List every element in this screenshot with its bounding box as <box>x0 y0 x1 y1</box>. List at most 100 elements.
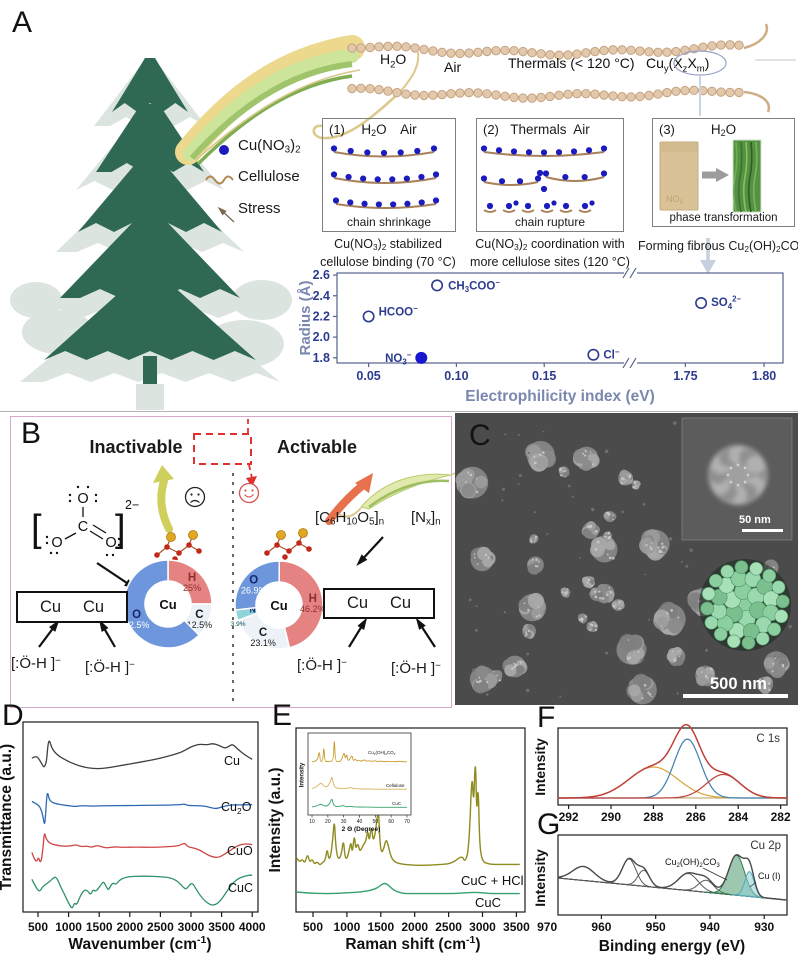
cu-label: Cu <box>346 594 369 612</box>
svg-text:2−: 2− <box>125 498 139 512</box>
svg-text:25%: 25% <box>183 583 201 593</box>
svg-text:12.5%: 12.5% <box>187 620 213 630</box>
svg-text:284: 284 <box>728 810 748 824</box>
svg-text:2500: 2500 <box>147 920 174 934</box>
svg-text:SO42−: SO42− <box>711 295 741 311</box>
svg-text:Cellulose: Cellulose <box>386 783 405 788</box>
svg-text:Raman shift (cm-1): Raman shift (cm-1) <box>345 934 480 953</box>
step-2-header: Thermals Air <box>510 122 590 137</box>
raman-chart: 500 1000 1500 2000 2500 3000 3500 Raman shift (… <box>267 727 530 953</box>
svg-text:2.6: 2.6 <box>313 268 330 282</box>
svg-text:HCOO−: HCOO− <box>379 304 419 318</box>
svg-text:2000: 2000 <box>116 920 143 934</box>
svg-text:26.9%: 26.9% <box>241 585 267 595</box>
svg-text:1.80: 1.80 <box>752 369 776 383</box>
svg-text:H: H <box>188 572 196 584</box>
svg-text:CuC + HCl: CuC + HCl <box>461 873 524 888</box>
svg-text:60: 60 <box>388 819 394 825</box>
cu-cu-box-right: Cu Cu <box>323 588 435 619</box>
panel-f-label: F <box>537 701 556 734</box>
svg-text:40: 40 <box>357 819 363 825</box>
sem-inset-scalebar-label: 50 nm <box>739 514 771 526</box>
svg-text:10: 10 <box>309 819 315 825</box>
svg-text:288: 288 <box>643 810 663 824</box>
svg-text:500: 500 <box>28 920 48 934</box>
legend-stress-label: Stress <box>238 200 281 217</box>
sem-scalebar-label: 500 nm <box>710 675 767 693</box>
xps-cu2p-chart: 970 960 950 940 930 Binding energy (eV) Intens… <box>532 834 788 955</box>
cu-label: Cu <box>39 597 62 616</box>
svg-text:62.5%: 62.5% <box>124 620 150 630</box>
svg-text:C: C <box>259 627 267 639</box>
svg-text:2 Θ (Degree): 2 Θ (Degree) <box>342 826 381 833</box>
svg-text:960: 960 <box>591 920 611 934</box>
step-2-box: (2) Thermals Air chain rupture <box>476 118 624 232</box>
step-1-footer: chain shrinkage <box>346 215 432 229</box>
step-2-footer: chain rupture <box>514 215 586 229</box>
panel-b-label: B <box>21 417 42 450</box>
sem-image <box>455 413 798 705</box>
svg-text:O: O <box>51 535 62 551</box>
activable-title: Activable <box>276 437 358 457</box>
svg-text:Cu2(OH)2CO3: Cu2(OH)2CO3 <box>665 857 720 869</box>
svg-text:Cu: Cu <box>224 754 240 768</box>
svg-text:290: 290 <box>601 810 621 824</box>
svg-text:CH3COO−: CH3COO− <box>448 278 500 294</box>
svg-text:O: O <box>105 535 116 551</box>
svg-text:940: 940 <box>700 920 720 934</box>
svg-text:N: N <box>250 604 256 614</box>
svg-text:Electrophilicity index (eV): Electrophilicity index (eV) <box>465 388 655 405</box>
step-3-box: (3) H2O phase transformation <box>652 118 795 227</box>
svg-text:Wavenumber (cm-1): Wavenumber (cm-1) <box>68 934 211 953</box>
svg-text:[: [ <box>31 508 42 550</box>
svg-text:20: 20 <box>325 819 331 825</box>
svg-text:Cuy(XzXm): Cuy(XzXm) <box>646 55 709 74</box>
ftir-chart: 500 1000 1500 2000 2500 3000 3500 4000 Wavenumbe… <box>0 721 266 953</box>
svg-text:CuO: CuO <box>227 844 253 858</box>
svg-text:Cu2(OH)2CO3: Cu2(OH)2CO3 <box>368 750 396 756</box>
svg-text:950: 950 <box>646 920 666 934</box>
panel-b-box: [] 2− O C O O H 25% C 12.5% O 62.5% Cu H 46.2% C 23.1% N 3… <box>10 416 465 708</box>
svg-text:1500: 1500 <box>367 920 394 934</box>
svg-text:H: H <box>309 593 317 605</box>
panel-c-label: C <box>469 419 491 452</box>
svg-text:CuC: CuC <box>392 801 402 806</box>
panel-g-label: G <box>537 808 561 841</box>
step-1-number: (1) <box>329 122 345 137</box>
svg-text:46.2%: 46.2% <box>300 604 326 614</box>
cellulose-formula: [C6H10O5]n <box>315 509 385 528</box>
electrophilicity-scatter-chart: 0.05 0.10 0.15 1.75 1.80 1.8 2.0 2.2 2.4 2.6 Elect… <box>297 267 784 405</box>
panel-e-label: E <box>272 699 293 732</box>
svg-text:O: O <box>132 609 141 621</box>
svg-text:Cl−: Cl− <box>603 347 620 361</box>
svg-text:1500: 1500 <box>86 920 113 934</box>
svg-text:Intensity: Intensity <box>300 762 306 787</box>
svg-text:3500: 3500 <box>208 920 235 934</box>
sem-scalebar <box>683 694 788 698</box>
svg-text:Cu2O: Cu2O <box>221 800 252 816</box>
svg-text:2.0: 2.0 <box>313 330 330 344</box>
svg-text:C 1s: C 1s <box>756 733 780 745</box>
svg-text:Intensity (a.u.): Intensity (a.u.) <box>267 767 284 872</box>
step-3-footer: phase transformation <box>669 212 778 224</box>
svg-text:2500: 2500 <box>435 920 462 934</box>
step-1-header: H2O Air <box>361 122 417 139</box>
svg-text:NO3−: NO3− <box>385 350 412 366</box>
svg-text:23.1%: 23.1% <box>250 638 276 648</box>
svg-text:H2O: H2O <box>380 51 406 70</box>
hydroxide-label: [:Ö-H ]− <box>297 657 347 674</box>
svg-text:3500: 3500 <box>503 920 530 934</box>
step-1-caption: Cu(NO3)2 stabilized cellulose binding (70… <box>320 237 456 269</box>
svg-text:NO3: NO3 <box>666 194 684 206</box>
hydroxide-label: [:Ö-H ]− <box>11 655 61 672</box>
section-divider <box>0 411 798 412</box>
step-3-number: (3) <box>659 122 675 137</box>
cu-label: Cu <box>82 597 105 616</box>
svg-text:O: O <box>249 574 258 586</box>
svg-text:Cu 2p: Cu 2p <box>750 840 781 852</box>
svg-text:3.9%: 3.9% <box>231 621 246 628</box>
hydroxide-label: [:Ö-H ]− <box>391 660 441 677</box>
nitrogen-formula: [Nx]n <box>411 509 441 528</box>
panel-a-canvas: H2O Air Thermals (< 120 °C) Cuy(XzXm) NO3 <box>10 23 796 410</box>
svg-text:292: 292 <box>559 810 579 824</box>
